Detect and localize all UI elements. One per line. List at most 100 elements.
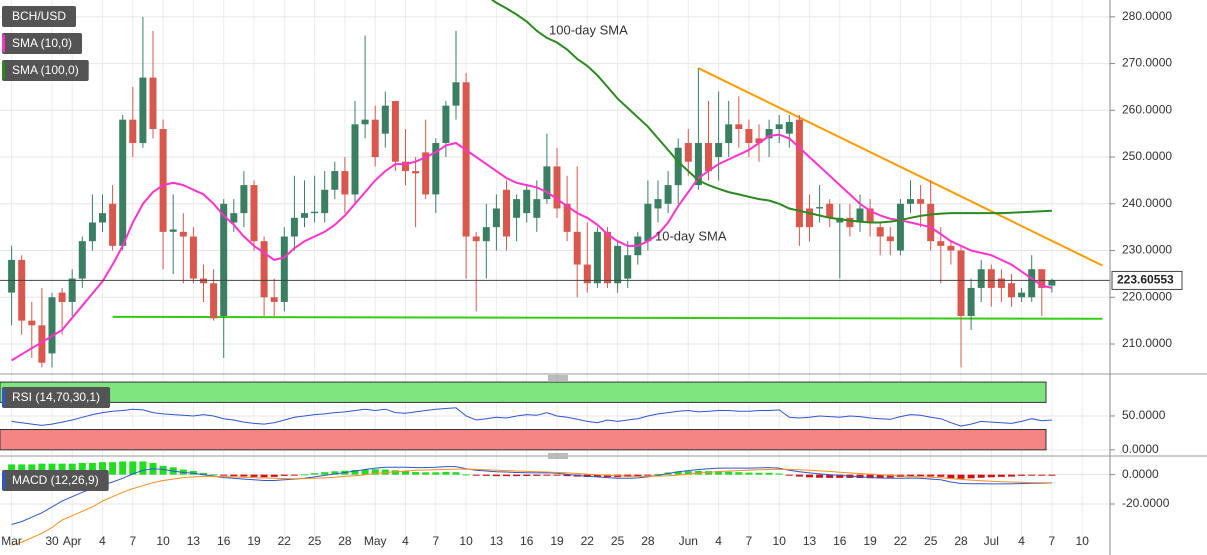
x-tick-label: 7 — [1049, 534, 1056, 548]
histogram-bar — [159, 465, 167, 475]
y-tick-label: 240.0000 — [1122, 196, 1172, 210]
histogram-bar — [563, 474, 571, 477]
candle-body — [432, 143, 440, 195]
candle-body — [220, 203, 228, 316]
y-tick-label: 250.0000 — [1122, 149, 1172, 163]
content — [0, 0, 1110, 546]
candle-body — [169, 229, 177, 232]
candle-body — [543, 166, 551, 200]
histogram-bar — [977, 474, 985, 478]
candle-body — [765, 129, 773, 139]
line — [11, 466, 1052, 525]
candle-body — [129, 119, 137, 144]
x-tick-label: 28 — [641, 534, 655, 548]
y-tick-label: -20.0000 — [1122, 496, 1170, 510]
histogram-bar — [1048, 474, 1056, 476]
candle-body — [795, 119, 803, 228]
candle-body — [846, 217, 854, 228]
histogram-bar — [705, 471, 712, 475]
line — [697, 67, 1103, 267]
candle-body — [816, 207, 824, 209]
candle-body — [513, 199, 521, 218]
histogram-bar — [785, 474, 793, 476]
x-tick-label: 10 — [773, 534, 787, 548]
x-tick-label: 16 — [217, 534, 231, 548]
legend-item: SMA (10,0) — [2, 33, 83, 54]
x-tick-label: 22 — [894, 534, 908, 548]
histogram-bar — [674, 471, 682, 475]
candle-body — [280, 236, 288, 302]
histogram-bar — [755, 472, 763, 475]
x-tick-label: 22 — [581, 534, 595, 548]
histogram-bar — [482, 474, 490, 476]
candle-body — [109, 203, 117, 246]
candle-body — [654, 199, 662, 209]
histogram-bar — [927, 474, 935, 477]
histogram-bar — [321, 472, 329, 475]
candle-body — [1028, 269, 1036, 298]
histogram-bar — [68, 463, 76, 475]
histogram-bar — [99, 462, 106, 475]
candle-body — [99, 213, 106, 223]
histogram-bar — [391, 470, 399, 475]
y-tick-label: 230.0000 — [1122, 243, 1172, 257]
histogram-bar — [48, 463, 56, 475]
histogram-bar — [553, 474, 561, 476]
histogram-bar — [907, 474, 914, 477]
histogram-bar — [947, 474, 955, 479]
x-tick-label: 4 — [402, 534, 409, 548]
x-tick-label: 13 — [490, 534, 504, 548]
candle-body — [452, 82, 460, 106]
histogram-bar — [78, 462, 86, 475]
histogram-bar — [200, 472, 207, 475]
overlay: Mar 30 Apr 4 7 10 13 16 19 22 25 28 May 4 7 10 13 16 19 22 2… — [1, 6, 1183, 548]
histogram-bar — [462, 474, 470, 476]
x-tick-label: 7 — [746, 534, 753, 548]
legend-box — [2, 387, 111, 408]
candle-body — [1048, 280, 1056, 286]
histogram-bar — [745, 472, 753, 475]
candle-body — [68, 278, 76, 302]
candle-body — [977, 269, 985, 288]
drag-handle[interactable] — [548, 453, 568, 459]
candle-body — [937, 241, 945, 246]
legend-swatch — [2, 472, 5, 489]
x-tick-label: 28 — [954, 534, 968, 548]
candle-body — [1038, 269, 1046, 288]
x-tick-label: 13 — [803, 534, 817, 548]
histogram-bar — [795, 474, 803, 477]
drag-handle[interactable] — [548, 375, 568, 381]
histogram-bar — [1008, 474, 1015, 477]
histogram-bar — [18, 464, 26, 475]
candle-body — [250, 185, 258, 242]
candle-body — [987, 269, 995, 288]
candle-body — [947, 245, 955, 251]
candle-body — [624, 255, 632, 279]
candle-body — [826, 203, 834, 218]
candle-body — [523, 189, 531, 214]
candle-body — [856, 208, 864, 223]
histogram-bar — [987, 474, 995, 478]
line — [11, 407, 1052, 427]
histogram-bar — [492, 474, 500, 477]
x-tick-label: Apr — [63, 534, 82, 548]
histogram-bar — [1018, 474, 1026, 476]
legend-label: RSI (14,70,30,1) — [12, 390, 100, 404]
histogram-bar — [543, 474, 551, 476]
x-tick-label: 19 — [247, 534, 261, 548]
x-tick-label: 25 — [924, 534, 938, 548]
candle-body — [866, 208, 874, 223]
candle-body — [8, 259, 16, 293]
histogram-bar — [442, 471, 450, 475]
x-tick-label: 19 — [863, 534, 877, 548]
candle-body — [482, 227, 490, 242]
histogram-bar — [210, 474, 218, 476]
candle-body — [270, 297, 278, 302]
legend-item: SMA (100,0) — [2, 60, 89, 81]
x-tick-label: 10 — [1076, 534, 1090, 548]
candle-body — [139, 77, 147, 144]
candle-body — [775, 124, 783, 130]
histogram-bar — [331, 471, 339, 475]
